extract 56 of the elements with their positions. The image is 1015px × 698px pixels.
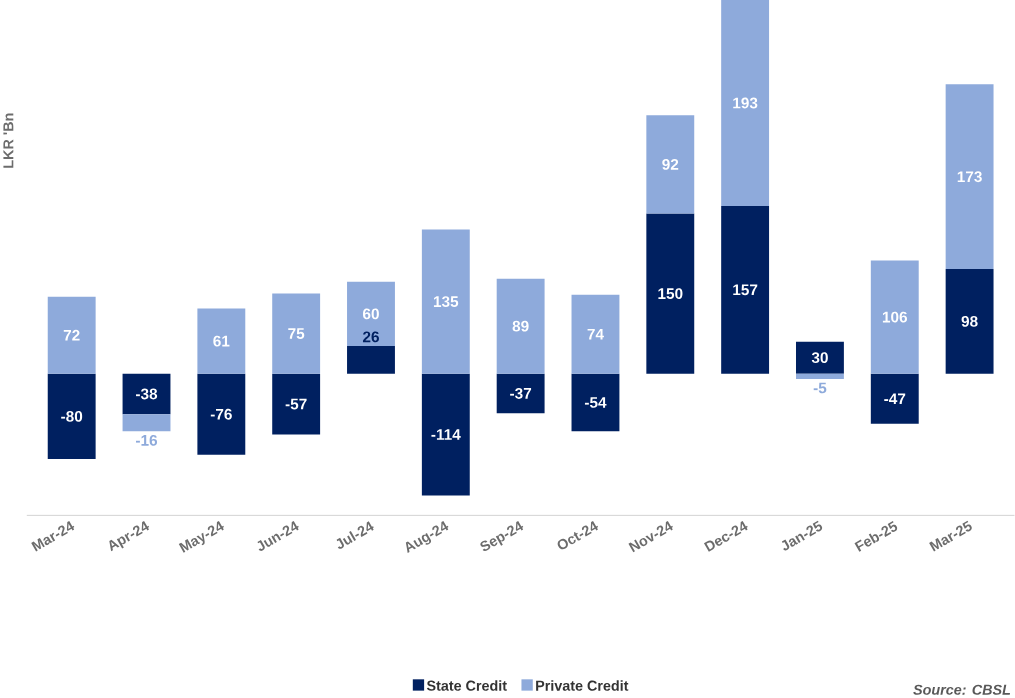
data-label: 74 <box>587 328 604 340</box>
bar <box>197 373 246 455</box>
data-label: 157 <box>733 284 758 296</box>
data-label: 106 <box>882 311 908 323</box>
bar <box>421 229 470 374</box>
data-label: -114 <box>431 429 461 440</box>
data-label: -80 <box>61 410 83 422</box>
data-label: -5 <box>813 382 827 394</box>
bar <box>870 260 919 374</box>
bar <box>796 373 844 379</box>
data-label: 30 <box>811 352 828 363</box>
bar <box>945 268 994 374</box>
bar <box>421 373 470 496</box>
data-label: -76 <box>210 408 232 420</box>
data-label: 92 <box>662 158 679 170</box>
data-label: 135 <box>433 296 459 307</box>
data-label: 75 <box>288 328 305 339</box>
bar <box>47 373 96 459</box>
data-label: 193 <box>733 97 758 109</box>
bar <box>721 0 770 206</box>
data-label: 72 <box>63 329 80 341</box>
bar <box>272 373 321 435</box>
legend-label: State Credit <box>426 680 507 691</box>
bar <box>496 278 545 374</box>
data-label: -37 <box>510 387 532 399</box>
bar <box>47 296 96 374</box>
bar <box>945 84 994 269</box>
data-label: 26 <box>362 331 379 343</box>
bar <box>122 373 171 415</box>
bar <box>122 414 171 432</box>
bar <box>870 373 919 424</box>
legend-label: Private Credit <box>536 680 629 691</box>
bar <box>571 373 620 432</box>
bar <box>646 115 695 214</box>
data-label: -38 <box>136 388 158 400</box>
source-note: Source: CBSL <box>913 684 1011 695</box>
bar <box>796 341 844 374</box>
data-label: 150 <box>658 288 683 299</box>
bar <box>721 205 770 374</box>
bar <box>571 294 620 374</box>
data-label: 98 <box>961 315 978 327</box>
bar <box>347 345 395 374</box>
data-label: -57 <box>285 398 307 410</box>
data-label: 61 <box>213 335 230 347</box>
bar <box>646 213 695 374</box>
data-label: -47 <box>884 393 906 404</box>
bar <box>197 308 246 374</box>
y-axis-title: LKR 'Bn <box>3 113 14 168</box>
bar <box>347 281 395 346</box>
data-label: -54 <box>584 397 607 408</box>
data-label: -16 <box>136 434 158 446</box>
bar <box>496 373 545 414</box>
data-label: 60 <box>363 308 379 320</box>
data-label: 173 <box>957 171 982 183</box>
bar <box>272 293 321 374</box>
data-label: 89 <box>512 320 529 332</box>
